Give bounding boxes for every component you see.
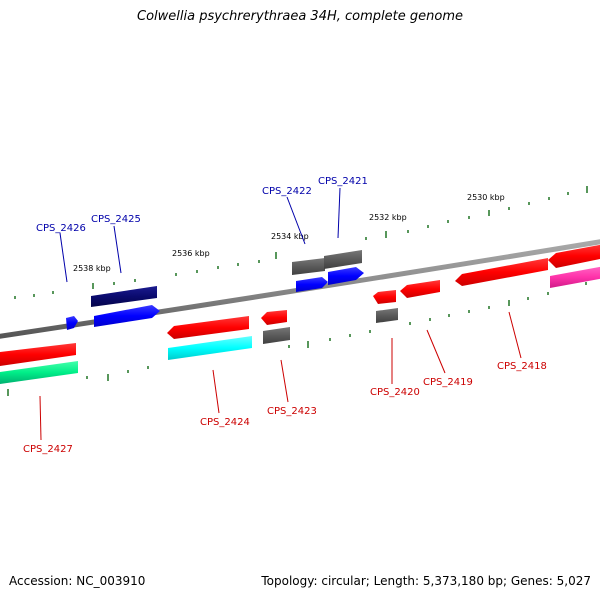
gene-label-cps-2426[interactable]: CPS_2426 bbox=[36, 223, 86, 234]
gene-label-cps-2419[interactable]: CPS_2419 bbox=[423, 377, 473, 388]
tick-label-2536-kbp: 2536 kbp bbox=[172, 249, 210, 258]
gene-cps-2426[interactable] bbox=[66, 316, 78, 330]
forward-label-leaders bbox=[59, 187, 341, 283]
gene-label-cps-2420[interactable]: CPS_2420 bbox=[370, 387, 420, 398]
gene-cps-2421[interactable] bbox=[324, 250, 362, 269]
accession-label: Accession: NC_003910 bbox=[9, 574, 146, 588]
gene-cps-2423-lower[interactable] bbox=[263, 327, 290, 344]
gene-cps-2424-lower[interactable] bbox=[168, 336, 252, 360]
tick-label-2532-kbp: 2532 kbp bbox=[369, 213, 407, 222]
gene-cps-2420[interactable] bbox=[373, 290, 396, 304]
gene-cps-2418[interactable] bbox=[455, 258, 548, 286]
gene-label-cps-2423[interactable]: CPS_2423 bbox=[267, 406, 317, 417]
gene-cps-2421-lower[interactable] bbox=[328, 267, 364, 285]
forward-gene-track bbox=[66, 250, 364, 330]
gene-cps-2425-lower[interactable] bbox=[94, 305, 160, 327]
tick-label-2530-kbp: 2530 kbp bbox=[467, 193, 505, 202]
reverse-tick-track bbox=[7, 282, 587, 396]
gene-cps-2427-lower[interactable] bbox=[0, 361, 78, 384]
map-title: Colwellia psychrerythraea 34H, complete … bbox=[137, 9, 463, 24]
gene-cps-2422[interactable] bbox=[292, 258, 325, 275]
gene-cps-2418-next[interactable] bbox=[548, 244, 600, 268]
reverse-label-leaders bbox=[39, 311, 522, 441]
gene-cps-2423[interactable] bbox=[261, 310, 287, 325]
genome-summary: Topology: circular; Length: 5,373,180 bp… bbox=[261, 574, 591, 588]
gene-cps-2420-lower[interactable] bbox=[376, 308, 398, 323]
gene-cps-2424[interactable] bbox=[167, 316, 249, 339]
gene-cps-2422-lower[interactable] bbox=[296, 277, 328, 292]
gene-label-cps-2421[interactable]: CPS_2421 bbox=[318, 176, 368, 187]
gene-label-cps-2427[interactable]: CPS_2427 bbox=[23, 444, 73, 455]
gene-label-cps-2425[interactable]: CPS_2425 bbox=[91, 214, 141, 225]
tick-label-2538-kbp: 2538 kbp bbox=[73, 264, 111, 273]
gene-cps-2418-next-lower[interactable] bbox=[550, 266, 600, 288]
gene-cps-2419[interactable] bbox=[400, 280, 440, 298]
forward-tick-track bbox=[14, 186, 588, 299]
gene-label-cps-2418[interactable]: CPS_2418 bbox=[497, 361, 547, 372]
gene-label-cps-2422[interactable]: CPS_2422 bbox=[262, 186, 312, 197]
gene-cps-2427[interactable] bbox=[0, 343, 76, 366]
gene-cps-2425[interactable] bbox=[91, 286, 157, 307]
gene-label-cps-2424[interactable]: CPS_2424 bbox=[200, 417, 250, 428]
tick-label-2534-kbp: 2534 kbp bbox=[271, 232, 309, 241]
reverse-gene-track bbox=[0, 244, 600, 384]
